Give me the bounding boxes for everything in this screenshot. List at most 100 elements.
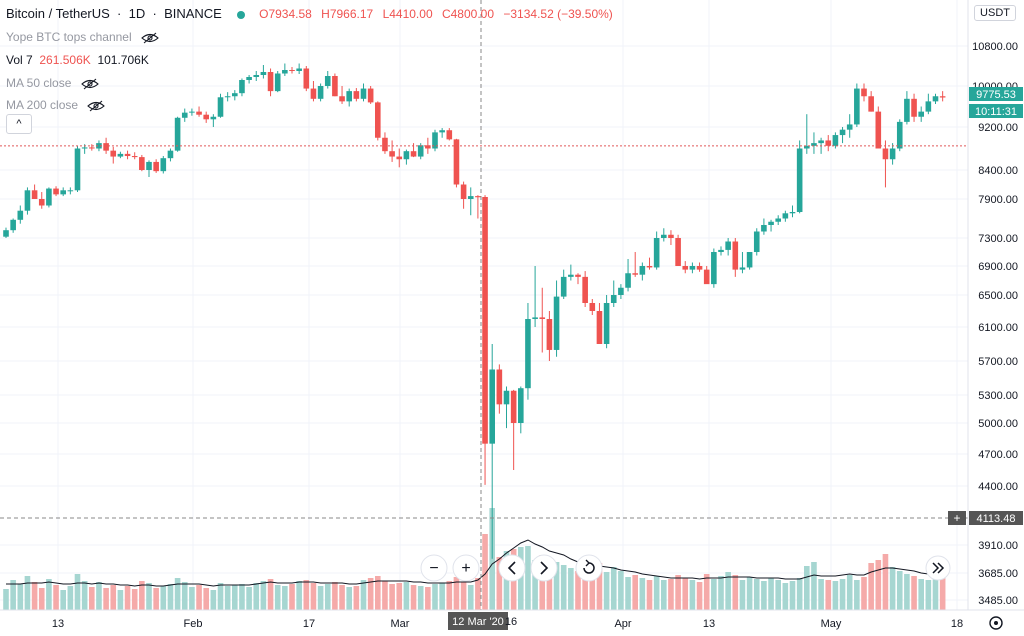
candle-body [117, 153, 124, 157]
collapse-legend-button[interactable]: ^ [6, 114, 32, 134]
plus-icon[interactable]: + [461, 560, 470, 577]
volume-bar [718, 576, 724, 610]
candle-body [825, 140, 832, 146]
volume-bar [661, 580, 667, 610]
candle-body [46, 188, 52, 206]
volume-bar [589, 559, 596, 610]
price-tick-label: 4700.00 [978, 449, 1018, 461]
candle-body [403, 151, 410, 160]
volume-bar [546, 558, 553, 610]
volume-bar [896, 571, 903, 610]
ohlc-low: L4410.00 [382, 7, 433, 21]
gear-icon[interactable] [989, 616, 1003, 630]
time-tick-label: 13 [52, 618, 64, 630]
add-alert-button[interactable] [948, 511, 966, 525]
volume-bar [396, 583, 403, 610]
price-tick-label: 3910.00 [978, 540, 1018, 552]
zoom-in-button[interactable]: + [452, 554, 480, 582]
indicator-ma50[interactable]: MA 50 close [6, 76, 99, 90]
volume-bar [804, 566, 810, 610]
volume-bar [224, 586, 231, 610]
reset-icon[interactable] [583, 562, 595, 574]
volume-bar [417, 586, 424, 610]
candle-body [96, 143, 102, 149]
candle-body [282, 70, 288, 74]
ohlc-open: O7934.58 [259, 7, 312, 21]
candle-body [160, 158, 167, 172]
time-label-partial: 16 [505, 616, 517, 628]
candle-body [918, 111, 924, 117]
double-chevron-right-icon[interactable] [932, 562, 940, 574]
candle-body [174, 117, 181, 151]
chevron-right-icon[interactable] [540, 561, 549, 575]
volume-bar [603, 572, 610, 610]
indicator-ma200-label: MA 200 close [6, 98, 79, 112]
candle-body [661, 234, 667, 238]
volume-ma-line [6, 539, 943, 587]
volume-bar [439, 583, 445, 610]
volume-bar [739, 580, 746, 610]
volume-bar [117, 590, 124, 610]
candle-body [689, 266, 696, 270]
candle-body [453, 139, 460, 185]
plus-icon[interactable]: + [953, 511, 960, 525]
volume-bar [861, 577, 867, 610]
volume-bar [139, 581, 145, 610]
candle-body [761, 225, 767, 232]
ohlc-high: H7966.17 [321, 7, 374, 21]
volume-bar [303, 580, 310, 610]
minus-icon[interactable]: − [429, 560, 438, 577]
indicator-volume-label: Vol 7 [6, 53, 33, 67]
zoom-out-button[interactable]: − [420, 554, 448, 582]
volume-bar [274, 585, 281, 610]
volume-bar [181, 582, 188, 610]
candle-body [3, 230, 9, 237]
volume-bar [17, 584, 24, 610]
chevron-left-icon[interactable] [507, 561, 516, 575]
volume-bar [317, 586, 324, 610]
interval-label[interactable]: 1D [128, 6, 146, 21]
price-tick-label: 3685.00 [978, 568, 1018, 580]
candle-body [210, 116, 217, 120]
volume-bar [568, 568, 574, 610]
volume-bar [532, 560, 538, 610]
symbol-name[interactable]: Bitcoin / TetherUS [6, 6, 110, 21]
candle-body [653, 238, 660, 268]
scroll-to-realtime-button[interactable] [925, 555, 951, 581]
indicator-ma200[interactable]: MA 200 close [6, 98, 106, 112]
indicator-volume-value: 261.506K [39, 53, 91, 67]
candle-body [81, 147, 88, 149]
candle-body [460, 184, 467, 199]
volume-bar [131, 589, 138, 610]
candle-body [911, 98, 917, 117]
candle-body [603, 303, 610, 344]
candle-body [703, 269, 710, 285]
volume-bar [489, 508, 495, 610]
candle-body [396, 156, 403, 160]
candle-body [332, 76, 338, 97]
volume-bar [246, 587, 252, 610]
candle-body [675, 238, 681, 266]
price-axis[interactable] [968, 0, 1024, 610]
volume-bar [518, 547, 524, 610]
settings-button[interactable] [989, 616, 1003, 630]
scroll-left-button[interactable] [498, 554, 526, 582]
time-tick-label: Apr [614, 618, 631, 630]
candle-body [389, 151, 395, 157]
indicator-volume[interactable]: Vol 7 261.506K 101.706K [6, 53, 149, 67]
eye-hidden-icon[interactable] [80, 78, 99, 90]
volume-bar [725, 572, 731, 610]
candle-body [296, 68, 302, 71]
indicator-yope[interactable]: Yope BTC tops channel [6, 30, 159, 44]
scroll-right-button[interactable] [530, 554, 558, 582]
volume-bar [832, 581, 839, 610]
candle-body [67, 190, 74, 192]
candle-body [939, 96, 946, 98]
price-tick-label: 8400.00 [978, 165, 1018, 177]
reset-chart-button[interactable] [575, 554, 603, 582]
eye-hidden-icon[interactable] [141, 32, 159, 44]
symbol-header[interactable]: Bitcoin / TetherUS · 1D · BINANCE O7934.… [6, 6, 613, 21]
currency-badge[interactable]: USDT [974, 5, 1016, 21]
eye-hidden-icon[interactable] [87, 100, 106, 112]
